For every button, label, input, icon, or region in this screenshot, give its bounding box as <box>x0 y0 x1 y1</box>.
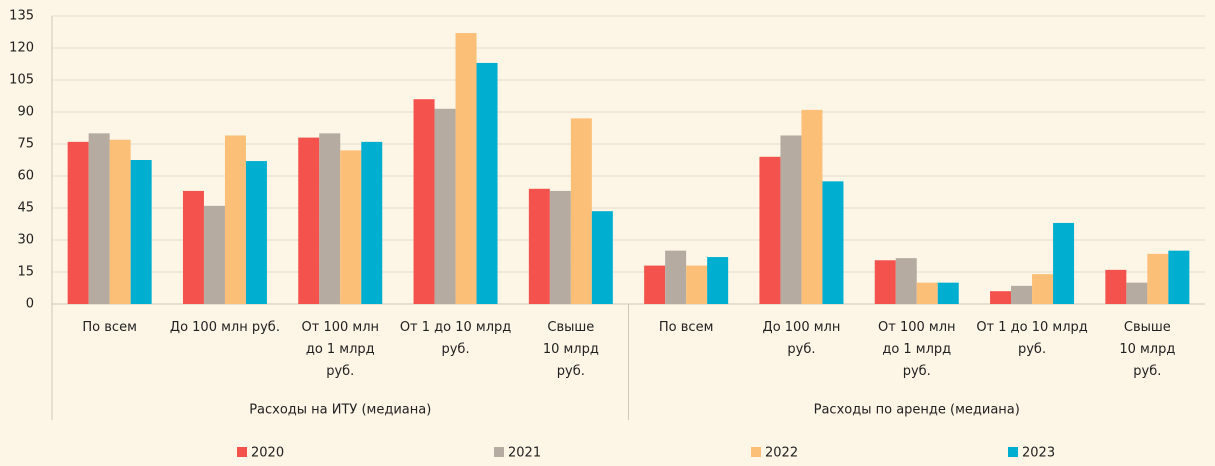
bar <box>1147 253 1169 304</box>
x-tick-label: До 100 млн руб. <box>763 320 841 357</box>
bar <box>1126 282 1148 304</box>
y-tick-label: 60 <box>17 169 34 184</box>
bar <box>340 150 362 304</box>
legend-label: 2023 <box>1022 446 1055 461</box>
y-tick-label: 0 <box>26 297 34 312</box>
bar <box>224 135 246 304</box>
legend-label: 2021 <box>508 446 541 461</box>
bar <box>822 181 844 304</box>
x-tick-label: От 100 млн до 1 млрд руб. <box>302 320 380 379</box>
y-tick-label: 120 <box>9 41 34 56</box>
x-tick-label: По всем <box>82 320 136 335</box>
bar <box>874 260 896 304</box>
bar <box>895 258 917 304</box>
x-tick-label: До 100 млн руб. <box>170 320 280 335</box>
bar <box>109 139 131 304</box>
bar <box>990 291 1012 304</box>
bar <box>434 108 456 304</box>
x-tick-label: Свыше 10 млрд руб. <box>1119 320 1175 379</box>
bar <box>67 141 89 304</box>
bar <box>1168 250 1190 304</box>
bar <box>1032 274 1054 304</box>
x-tick-label: От 100 млн до 1 млрд руб. <box>878 320 956 379</box>
bar <box>780 135 802 304</box>
bar <box>644 265 666 304</box>
bar <box>182 190 204 304</box>
legend-label: 2020 <box>251 446 284 461</box>
bar <box>245 161 267 304</box>
x-tick-label: Свыше 10 млрд руб. <box>543 320 599 379</box>
x-tick-label: По всем <box>659 320 713 335</box>
x-tick-label: От 1 до 10 млрд руб. <box>400 320 511 357</box>
y-tick-label: 15 <box>17 265 34 280</box>
legend-label: 2022 <box>765 446 798 461</box>
y-tick-label: 75 <box>17 137 34 152</box>
bar <box>319 133 341 304</box>
group-label: Расходы на ИТУ (медиана) <box>249 403 431 418</box>
bar <box>455 33 477 305</box>
bar <box>665 250 687 304</box>
y-tick-label: 105 <box>9 73 34 88</box>
bar <box>130 160 152 304</box>
bar <box>1011 285 1033 304</box>
bar <box>591 211 613 304</box>
bar <box>298 137 320 304</box>
y-tick-label: 90 <box>17 105 34 120</box>
bar <box>203 205 225 304</box>
bar <box>686 265 708 304</box>
bar <box>1053 222 1075 304</box>
y-tick-label: 135 <box>9 9 34 24</box>
legend-swatch <box>751 447 761 457</box>
bar <box>801 109 823 304</box>
legend-swatch <box>237 447 247 457</box>
y-tick-label: 30 <box>17 233 34 248</box>
legend-swatch <box>1008 447 1018 457</box>
bar <box>759 156 781 304</box>
bar <box>476 62 498 304</box>
bar <box>528 188 550 304</box>
legend-swatch <box>494 447 504 457</box>
bar <box>707 257 729 304</box>
group-label: Расходы по аренде (медиана) <box>814 403 1020 418</box>
bar <box>1105 269 1127 304</box>
bar <box>413 99 435 304</box>
bar <box>549 190 571 304</box>
bar <box>361 141 383 304</box>
bar <box>570 118 592 305</box>
x-tick-label: От 1 до 10 млрд руб. <box>976 320 1087 357</box>
bar <box>937 282 959 304</box>
bar <box>88 133 110 304</box>
bar <box>916 282 938 304</box>
y-tick-label: 45 <box>17 201 34 216</box>
